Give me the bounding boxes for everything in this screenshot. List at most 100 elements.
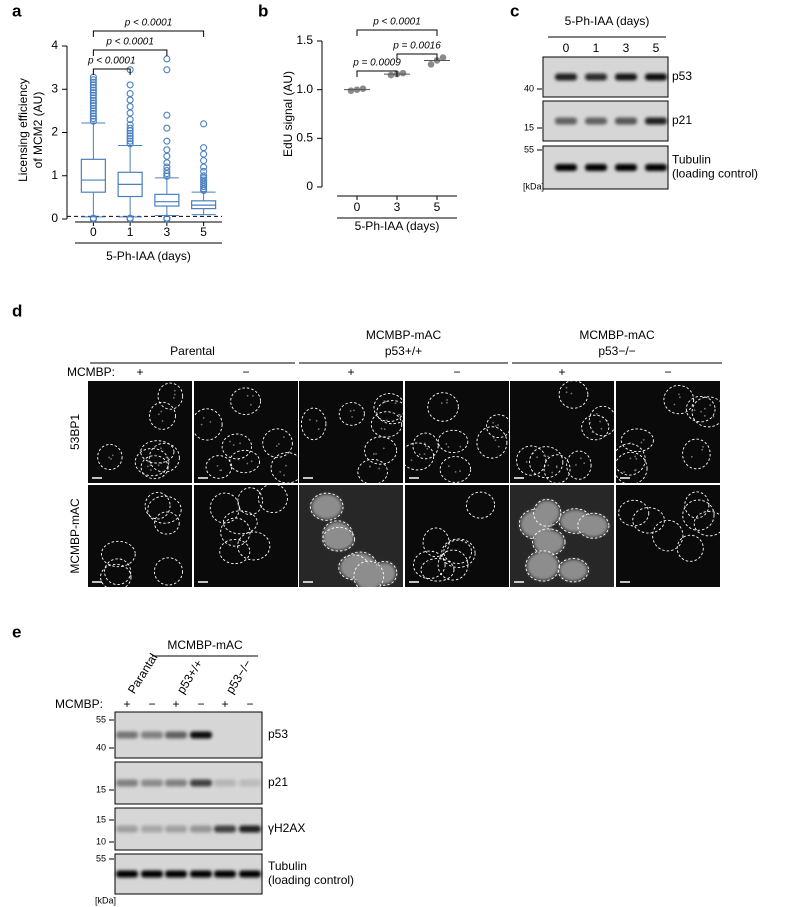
focus xyxy=(275,445,278,447)
outlier xyxy=(89,102,97,110)
marker-label: 40 xyxy=(96,742,106,752)
nucleus-outline xyxy=(420,558,455,582)
nucleus-outline xyxy=(652,519,684,552)
band xyxy=(141,731,163,739)
condition: + xyxy=(221,697,228,711)
lane-label: 3 xyxy=(623,41,630,55)
x-tick-label: 3 xyxy=(394,200,401,214)
focus xyxy=(547,464,550,467)
focus xyxy=(160,447,162,450)
header: MCMBP-mAC xyxy=(167,638,243,652)
focus xyxy=(283,474,286,477)
focus xyxy=(536,456,539,459)
nucleus-outline xyxy=(221,433,252,460)
nucleus-outline xyxy=(157,382,184,410)
dot xyxy=(439,54,447,61)
nucleus-outline xyxy=(300,407,327,441)
band xyxy=(165,731,187,739)
focus xyxy=(157,464,160,467)
focus xyxy=(375,452,377,455)
unit-label: [kDa] xyxy=(95,895,116,905)
outlier xyxy=(89,81,97,89)
focus xyxy=(392,412,395,414)
focus xyxy=(382,447,385,450)
x-tick-label: 5 xyxy=(434,200,441,214)
condition: − xyxy=(246,697,253,711)
outlier xyxy=(126,96,134,104)
focus xyxy=(160,410,163,413)
marker-label: 10 xyxy=(96,836,106,846)
focus xyxy=(446,399,449,401)
focus xyxy=(426,447,429,450)
blot-label: p21 xyxy=(268,775,288,789)
focus xyxy=(570,392,573,395)
outlier xyxy=(89,83,97,92)
unit-label: [kDa] xyxy=(523,181,544,191)
bracket xyxy=(92,49,168,56)
x-axis-label: 5-Ph-IAA (days) xyxy=(106,249,191,263)
x-tick-label: 0 xyxy=(354,200,361,214)
nuclei xyxy=(100,491,183,587)
condition: + xyxy=(172,697,179,711)
focus xyxy=(497,424,499,426)
blot-title: 5-Ph-IAA (days) xyxy=(565,14,650,28)
focus xyxy=(154,454,156,457)
outlier xyxy=(89,112,97,120)
nucleus-outline xyxy=(437,429,469,454)
focus xyxy=(172,397,175,399)
band xyxy=(190,825,212,833)
band xyxy=(615,164,637,171)
nucleus-outline xyxy=(220,517,251,547)
outlier xyxy=(89,89,97,97)
outlier xyxy=(200,157,208,165)
nucleus-outline xyxy=(270,452,298,483)
nucleus-outline xyxy=(237,487,263,516)
marker-label: 55 xyxy=(96,714,106,724)
nucleus-outline xyxy=(443,539,472,564)
micrograph xyxy=(194,485,298,587)
focus xyxy=(629,457,632,460)
nucleus-outline xyxy=(219,538,251,565)
focus xyxy=(315,419,318,422)
dot xyxy=(387,71,395,79)
micrograph xyxy=(299,381,403,483)
group-label: Parental xyxy=(170,344,215,358)
outlier xyxy=(163,152,171,160)
outlier xyxy=(163,124,171,132)
nucleus-signal xyxy=(559,559,588,581)
nucleus-outline xyxy=(616,451,648,483)
focus xyxy=(693,409,696,412)
nucleus-outline xyxy=(558,381,589,409)
focus xyxy=(709,404,712,406)
focus xyxy=(351,416,354,418)
condition: + xyxy=(123,697,130,711)
focus xyxy=(547,455,550,458)
focus xyxy=(525,461,528,463)
outlier xyxy=(126,121,134,129)
bracket xyxy=(92,30,205,37)
nuclei xyxy=(194,387,298,483)
y-tick-label: 3 xyxy=(51,81,58,95)
panel-label: b xyxy=(258,1,268,20)
focus xyxy=(378,467,380,470)
micrograph xyxy=(88,381,192,483)
focus xyxy=(246,394,249,397)
nucleus-outline xyxy=(144,491,171,520)
condition: − xyxy=(664,365,671,379)
nucleus-outline xyxy=(529,446,564,479)
band xyxy=(239,779,261,787)
nucleus-outline xyxy=(376,400,403,425)
lane-label: 0 xyxy=(563,41,570,55)
nucleus-outline xyxy=(194,408,223,441)
focus xyxy=(150,462,152,465)
nucleus-signal xyxy=(526,551,559,581)
nucleus-outline xyxy=(205,455,233,479)
focus xyxy=(424,445,427,447)
focus xyxy=(383,428,386,431)
micrograph xyxy=(510,381,614,483)
marker-label: 55 xyxy=(96,853,106,863)
nucleus-outline xyxy=(685,395,716,423)
blot-label: p53 xyxy=(268,727,288,741)
condition: − xyxy=(148,697,155,711)
focus xyxy=(600,427,603,430)
